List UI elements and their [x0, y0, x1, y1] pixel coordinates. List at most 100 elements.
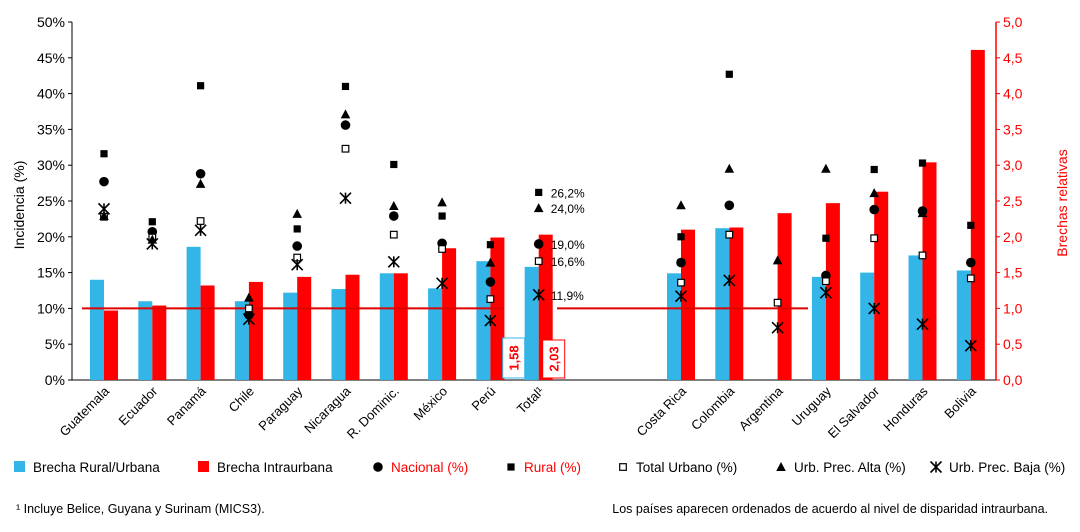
- marker-nacional: [340, 120, 351, 130]
- bar-rural-urbana: [956, 270, 971, 380]
- marker-rural: [148, 218, 156, 226]
- y2-tick-label: 0,5: [1003, 336, 1023, 352]
- legend-swatch-rural-urbana: [14, 461, 25, 472]
- marker-urb-prec-baja: [819, 286, 832, 299]
- marker-urb-prec-alta: [533, 203, 544, 213]
- y2-tick-label: 1,5: [1003, 265, 1023, 281]
- x-tick-label: Perú: [468, 384, 498, 414]
- y2-tick-label: 0,0: [1003, 372, 1023, 388]
- bar-intraurbana: [922, 162, 937, 380]
- y-tick-label: 25%: [37, 193, 65, 209]
- marker-urb-prec-alta: [437, 197, 447, 207]
- marker-urb-prec-baja: [387, 255, 400, 268]
- y-tick-label: 50%: [37, 14, 65, 30]
- y-tick-label: 20%: [37, 229, 65, 245]
- marker-urb-prec-alta: [389, 201, 399, 211]
- marker-urb-prec-alta: [772, 255, 783, 265]
- marker-urb-prec-baja: [146, 237, 159, 251]
- marker-nacional: [533, 239, 544, 249]
- bar-rural-urbana: [715, 228, 730, 380]
- marker-urb-prec-alta: [485, 257, 496, 267]
- y2-tick-label: 2,0: [1003, 229, 1023, 245]
- legend-marker-total-urbano: [619, 463, 627, 471]
- marker-rural: [390, 160, 398, 169]
- marker-urb-prec-alta: [724, 163, 735, 173]
- legend-label: Rural (%): [524, 460, 581, 475]
- marker-rural: [197, 82, 205, 90]
- marker-total-urbano: [773, 298, 782, 307]
- marker-urb-prec-baja: [916, 318, 929, 331]
- bar-rural-urbana: [908, 255, 923, 380]
- marker-rural: [822, 234, 830, 242]
- y2-axis-title: Brechas relativas: [1054, 149, 1070, 256]
- total-box-intraurbana-label: 2,03: [547, 346, 562, 371]
- marker-urb-prec-baja: [194, 224, 207, 237]
- bar-rural-urbana: [428, 288, 443, 380]
- marker-nacional: [292, 241, 303, 251]
- legend-marker-rural: [507, 463, 515, 471]
- y-tick-label: 0%: [45, 372, 65, 388]
- legend-marker-urb-prec-baja: [929, 460, 943, 474]
- bar-intraurbana: [297, 276, 312, 380]
- bar-intraurbana: [345, 274, 360, 380]
- marker-urb-prec-baja: [339, 192, 352, 205]
- x-tick-label: Costa Rica: [634, 383, 690, 439]
- marker-urb-prec-baja: [674, 290, 688, 303]
- marker-total-urbano: [870, 234, 879, 243]
- legend-swatch-intraurbana: [198, 461, 209, 472]
- y2-tick-label: 4,5: [1003, 50, 1023, 66]
- marker-rural: [870, 165, 878, 174]
- y2-tick-label: 5,0: [1003, 14, 1023, 30]
- x-tick-label: Panamá: [164, 383, 209, 428]
- bar-intraurbana: [777, 213, 792, 380]
- marker-nacional: [724, 200, 735, 211]
- marker-nacional: [99, 176, 109, 187]
- legend-label: Nacional (%): [391, 460, 468, 475]
- total-data-label: 19,0%: [551, 238, 585, 252]
- bar-rural-urbana: [138, 301, 153, 380]
- y-tick-label: 5%: [45, 336, 65, 352]
- y-tick-label: 35%: [37, 121, 65, 137]
- marker-urb-prec-baja: [964, 339, 977, 352]
- legend-marker-nacional: [373, 462, 383, 472]
- marker-urb-prec-alta: [244, 292, 254, 302]
- total-data-label: 24,0%: [551, 202, 585, 216]
- legend-label: Brecha Intraurbana: [217, 460, 333, 475]
- bar-intraurbana: [681, 229, 695, 380]
- legend-marker-urb-prec-alta: [776, 462, 786, 471]
- x-tick-label: Colombia: [688, 383, 738, 433]
- bar-intraurbana: [152, 305, 167, 380]
- total-box-rural-urbana: [502, 337, 526, 379]
- marker-total-urbano: [966, 274, 975, 283]
- total-box-intraurbana: [542, 339, 566, 379]
- marker-urb-prec-alta: [869, 188, 879, 198]
- marker-total-urbano: [389, 230, 398, 239]
- bar-rural-urbana: [524, 266, 539, 380]
- x-tick-label: El Salvador: [825, 383, 883, 441]
- marker-urb-prec-baja: [723, 274, 736, 287]
- footnote-right: Los países aparecen ordenados de acuerdo…: [612, 502, 1048, 516]
- x-tick-label: Total¹: [514, 383, 548, 417]
- marker-nacional: [389, 211, 399, 221]
- marker-urb-prec-alta: [340, 109, 351, 119]
- marker-total-urbano: [341, 144, 350, 153]
- legend-label: Urb. Prec. Baja (%): [949, 460, 1065, 475]
- marker-urb-prec-baja: [242, 313, 255, 326]
- bar-intraurbana: [825, 203, 840, 380]
- footnote-left: ¹ Incluye Belice, Guyana y Surinam (MICS…: [16, 502, 265, 516]
- total-data-label: 26,2%: [551, 186, 585, 200]
- bar-rural-urbana: [667, 273, 681, 380]
- x-tick-label: Paraguay: [255, 383, 305, 433]
- marker-nacional: [485, 277, 496, 287]
- x-tick-label: Guatemala: [57, 383, 113, 439]
- y2-tick-label: 3,0: [1003, 157, 1023, 173]
- marker-total-urbano: [196, 217, 205, 225]
- marker-nacional: [195, 168, 206, 179]
- x-tick-label: México: [410, 384, 450, 424]
- total-data-label: 11,9%: [551, 289, 584, 303]
- bar-intraurbana: [104, 310, 118, 380]
- y-tick-label: 15%: [37, 265, 65, 281]
- x-tick-label: R. Dominic.: [344, 384, 402, 442]
